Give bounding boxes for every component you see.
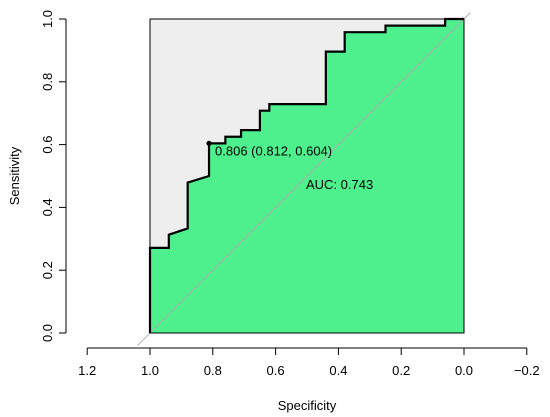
y-tick-label: 0.0 [40, 324, 55, 342]
x-tick-label: 1.0 [141, 363, 159, 378]
diagonal-layer [137, 12, 471, 346]
roc-curve-layer [148, 17, 464, 333]
x-tick-label: 0.4 [329, 363, 347, 378]
threshold-label: 0.806 (0.812, 0.604) [215, 143, 332, 158]
y-axis-title: Sensitivity [7, 146, 22, 205]
x-tick-label: 0.2 [392, 363, 410, 378]
auc-label: AUC: 0.743 [306, 177, 373, 192]
y-tick-label: 0.4 [40, 198, 55, 216]
plot-box-layer [149, 18, 465, 334]
x-axis-title: Specificity [278, 398, 337, 413]
x-tick-label: −0.2 [514, 363, 540, 378]
roc-curve-line [148, 17, 464, 333]
x-tick-label: 0.0 [455, 363, 473, 378]
annotation-layer: 0.806 (0.812, 0.604) AUC: 0.743 [206, 140, 373, 192]
plot-box [149, 18, 465, 334]
x-tick-label: 0.6 [267, 363, 285, 378]
y-tick-label: 1.0 [40, 10, 55, 28]
diagonal-reference-line [137, 12, 471, 346]
x-tick-label: 1.2 [78, 363, 96, 378]
y-tick-label: 0.2 [40, 261, 55, 279]
x-tick-label: 0.8 [204, 363, 222, 378]
y-tick-label: 0.8 [40, 73, 55, 91]
axes-layer: 1.2 1.0 0.8 0.6 0.4 0.2 0.0 −0.2 0.0 0.2 0.4 0.6 0.8… [40, 10, 540, 378]
y-tick-label: 0.6 [40, 136, 55, 154]
threshold-point [206, 140, 212, 146]
